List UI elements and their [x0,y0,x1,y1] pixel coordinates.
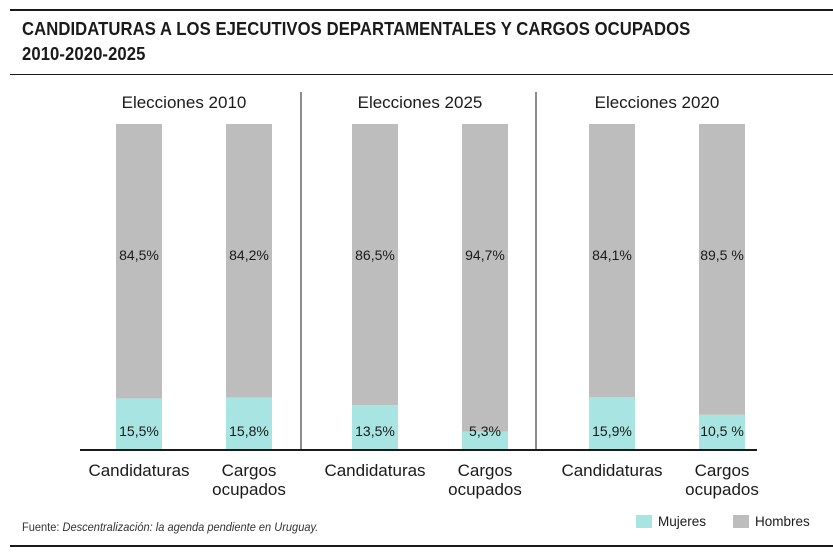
chart-title-line2: 2010-2020-2025 [22,43,146,64]
legend-label-mujeres: Mujeres [658,514,707,529]
bar-hombres-g3-b2 [699,124,745,415]
category-label-g1-b2-line1: Cargos [222,461,277,480]
bar-mujeres-g1-b2 [226,397,272,449]
category-label-g3-b2-line2: ocupados [685,480,759,499]
data-label-hombres-g3-b2: 89,5 % [700,247,744,263]
legend-swatch-mujeres [636,515,652,528]
bar-hombres-g2-b2 [462,124,508,432]
group-title-2: Elecciones 2025 [358,93,483,112]
data-label-mujeres-g2-b1: 13,5% [355,423,395,439]
data-label-mujeres-g1-b1: 15,5% [119,423,159,439]
legend-mujeres: Mujeres [636,514,706,529]
bar-mujeres-g1-b1 [116,398,162,449]
chart-title: CANDIDATURAS A LOS EJECUTIVOS DEPARTAMEN… [22,16,733,66]
legend-swatch-hombres [733,515,749,528]
category-label-g1-b1-line1: Candidaturas [88,461,189,480]
data-label-mujeres-g1-b2: 15,8% [229,423,269,439]
category-label-g2-b1-line1: Candidaturas [324,461,425,480]
data-label-mujeres-g3-b1: 15,9% [592,423,632,439]
category-label-g3-b2-line1: Cargos [695,461,750,480]
data-label-hombres-g2-b1: 86,5% [355,247,395,263]
bar-mujeres-g2-b2 [462,431,508,449]
stacked-bar-chart: Elecciones 2010 84,5% 15,5% Candidaturas 84,… [80,92,759,499]
bar-hombres-g2-b1 [352,124,398,406]
bar-mujeres-g2-b1 [352,405,398,449]
bar-mujeres-g3-b1 [589,397,635,449]
data-label-hombres-g2-b2: 94,7% [465,247,505,263]
top-rule [10,9,833,11]
chart-title-line1: CANDIDATURAS A LOS EJECUTIVOS DEPARTAMEN… [22,18,691,39]
bottom-rule [10,545,833,547]
bar-hombres-g3-b1 [589,124,635,398]
title-underline [10,74,833,75]
source-title-italic: Descentralización: [62,520,153,534]
data-label-hombres-g1-b2: 84,2% [229,247,269,263]
data-label-hombres-g3-b1: 84,1% [592,247,632,263]
legend-label-hombres: Hombres [755,514,810,529]
bar-hombres-g1-b2 [226,124,272,398]
data-label-hombres-g1-b1: 84,5% [119,247,159,263]
category-label-g1-b2-line2: ocupados [212,480,286,499]
legend-hombres: Hombres [733,514,810,529]
source-prefix: Fuente: [22,520,63,534]
group-title-3: Elecciones 2020 [595,93,720,112]
category-label-g3-b1-line1: Candidaturas [561,461,662,480]
category-label-g2-b2-line1: Cargos [458,461,513,480]
source-title-rest: la agenda pendiente en Uruguay. [152,520,319,534]
category-label-g2-b2-line2: ocupados [448,480,522,499]
source-note: Fuente: Descentralización: la agenda pen… [22,520,318,534]
group-title-1: Elecciones 2010 [122,93,247,112]
bar-mujeres-g3-b2 [699,414,745,449]
bar-hombres-g1-b1 [116,124,162,399]
data-label-mujeres-g3-b2: 10,5 % [700,423,744,439]
data-label-mujeres-g2-b2: 5,3% [469,423,501,439]
